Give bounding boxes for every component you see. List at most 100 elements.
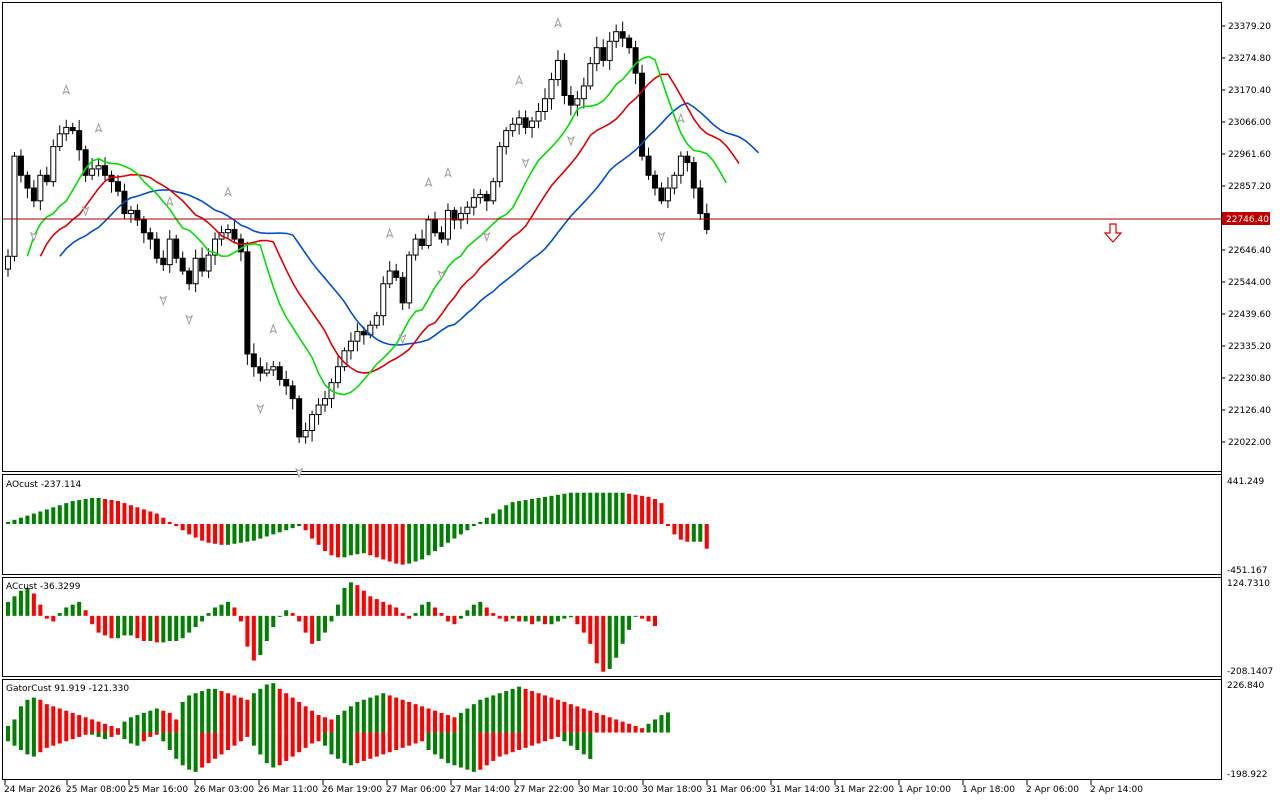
ao-bar bbox=[543, 496, 548, 524]
time-axis[interactable]: 24 Mar 2026 25 Mar 08:00 25 Mar 16:00 26 Ma… bbox=[4, 780, 1143, 795]
gator-lower-bar bbox=[12, 732, 17, 746]
ac-bar bbox=[497, 615, 502, 619]
time-tick-label: 25 Mar 16:00 bbox=[128, 785, 188, 795]
ac-bar bbox=[167, 615, 172, 641]
gator-upper-bar bbox=[601, 715, 606, 733]
gator-lower-bar bbox=[523, 732, 528, 748]
gator-lower-bar bbox=[465, 732, 470, 770]
gator-upper-bar bbox=[420, 706, 425, 733]
ac-bar bbox=[465, 610, 470, 616]
gator-upper-bar bbox=[51, 706, 56, 733]
gator-upper-bar bbox=[342, 710, 347, 733]
candle-body bbox=[153, 238, 160, 259]
candle-body bbox=[296, 398, 303, 438]
ac-bar bbox=[620, 615, 625, 644]
ac-bar bbox=[290, 613, 295, 616]
gator-upper-bar bbox=[232, 695, 237, 733]
candle-body bbox=[522, 117, 529, 128]
fractal-up-marker bbox=[676, 112, 685, 124]
ac-bar bbox=[517, 615, 522, 622]
ao-bar bbox=[575, 492, 580, 524]
gator-upper-bar bbox=[394, 697, 399, 733]
ac-bar bbox=[581, 615, 586, 633]
ac-bar bbox=[348, 582, 353, 616]
ac-bar bbox=[394, 607, 399, 616]
ac-bar bbox=[471, 604, 476, 616]
ao-bar bbox=[698, 523, 703, 542]
ac-bar bbox=[31, 593, 36, 616]
candle-body bbox=[593, 47, 600, 65]
ac-bar bbox=[329, 615, 334, 622]
gator-upper-bar bbox=[504, 691, 509, 733]
gator-upper-bar bbox=[653, 719, 657, 733]
ao-bar bbox=[665, 523, 670, 527]
alligator-lips-line bbox=[26, 55, 727, 396]
ao-bar bbox=[433, 523, 438, 552]
ao-bar bbox=[445, 523, 450, 543]
candle-body bbox=[399, 276, 406, 304]
ac-bar bbox=[614, 615, 619, 658]
ao-panel[interactable] bbox=[2, 474, 1222, 575]
gator-lower-bar bbox=[426, 732, 431, 751]
ac-histogram bbox=[6, 582, 657, 672]
candle-body bbox=[658, 187, 665, 202]
gator-upper-bar bbox=[200, 691, 205, 733]
candle-body bbox=[671, 174, 678, 189]
ao-bar bbox=[439, 523, 444, 547]
time-tick-label: 27 Mar 14:00 bbox=[450, 785, 510, 795]
gator-lower-bar bbox=[213, 732, 218, 759]
price-axis[interactable]: 23379.20 23274.80 23170.40 23066.00 22961.60… bbox=[1221, 22, 1271, 448]
gator-lower-bar bbox=[128, 732, 133, 744]
ao-bar bbox=[659, 503, 664, 524]
gator-upper-bar bbox=[381, 693, 386, 733]
ao-bar bbox=[310, 523, 315, 539]
ac-bar bbox=[18, 590, 23, 616]
ac-bar bbox=[575, 615, 580, 625]
ac-panel[interactable] bbox=[2, 577, 1222, 677]
ac-bar bbox=[225, 601, 230, 616]
candle-body bbox=[645, 155, 652, 176]
candle-body bbox=[289, 385, 296, 400]
ao-bar bbox=[348, 523, 353, 556]
ac-bar bbox=[128, 615, 133, 636]
time-tick-label: 2 Apr 14:00 bbox=[1090, 785, 1143, 795]
fractal-down-marker bbox=[437, 269, 446, 281]
candle-body bbox=[535, 110, 542, 122]
gator-lower-bar bbox=[25, 732, 30, 755]
price-tick-label: 22646.40 bbox=[1228, 246, 1271, 256]
gator-upper-bar bbox=[310, 710, 315, 733]
gator-upper-bar bbox=[44, 704, 49, 733]
price-tick-label: 23066.00 bbox=[1228, 118, 1271, 128]
candle-body bbox=[166, 238, 173, 266]
gator-lower-bar bbox=[232, 732, 237, 746]
candle-body bbox=[600, 47, 607, 61]
candle-body bbox=[212, 238, 219, 256]
gator-lower-bar bbox=[57, 732, 62, 744]
candle-body bbox=[432, 219, 439, 234]
ao-bar bbox=[640, 495, 645, 524]
ao-bar bbox=[491, 513, 496, 524]
main-price-panel[interactable] bbox=[2, 2, 1222, 472]
gator-lower-bar bbox=[200, 732, 205, 768]
candle-body bbox=[17, 155, 24, 176]
ao-bar bbox=[387, 523, 392, 562]
time-tick-label: 2 Apr 06:00 bbox=[1026, 785, 1079, 795]
time-tick-label: 24 Mar 2026 bbox=[4, 785, 61, 795]
ac-bar bbox=[627, 615, 632, 630]
candle-body bbox=[199, 257, 206, 272]
fractal-up-marker bbox=[94, 122, 103, 133]
gator-upper-bar bbox=[277, 688, 282, 733]
ao-bar bbox=[323, 523, 328, 552]
ac-bar bbox=[206, 613, 211, 616]
ao-bar bbox=[588, 492, 593, 524]
candle-body bbox=[63, 126, 70, 135]
ac-indicator-label: ACcust -36.3299 bbox=[6, 582, 81, 592]
ac-bar bbox=[646, 615, 651, 622]
ac-bar bbox=[588, 615, 593, 644]
ao-max-label: 441.249 bbox=[1227, 477, 1264, 487]
gator-panel[interactable] bbox=[2, 679, 1222, 780]
gator-lower-bar bbox=[407, 732, 412, 746]
candle-body bbox=[684, 155, 691, 164]
